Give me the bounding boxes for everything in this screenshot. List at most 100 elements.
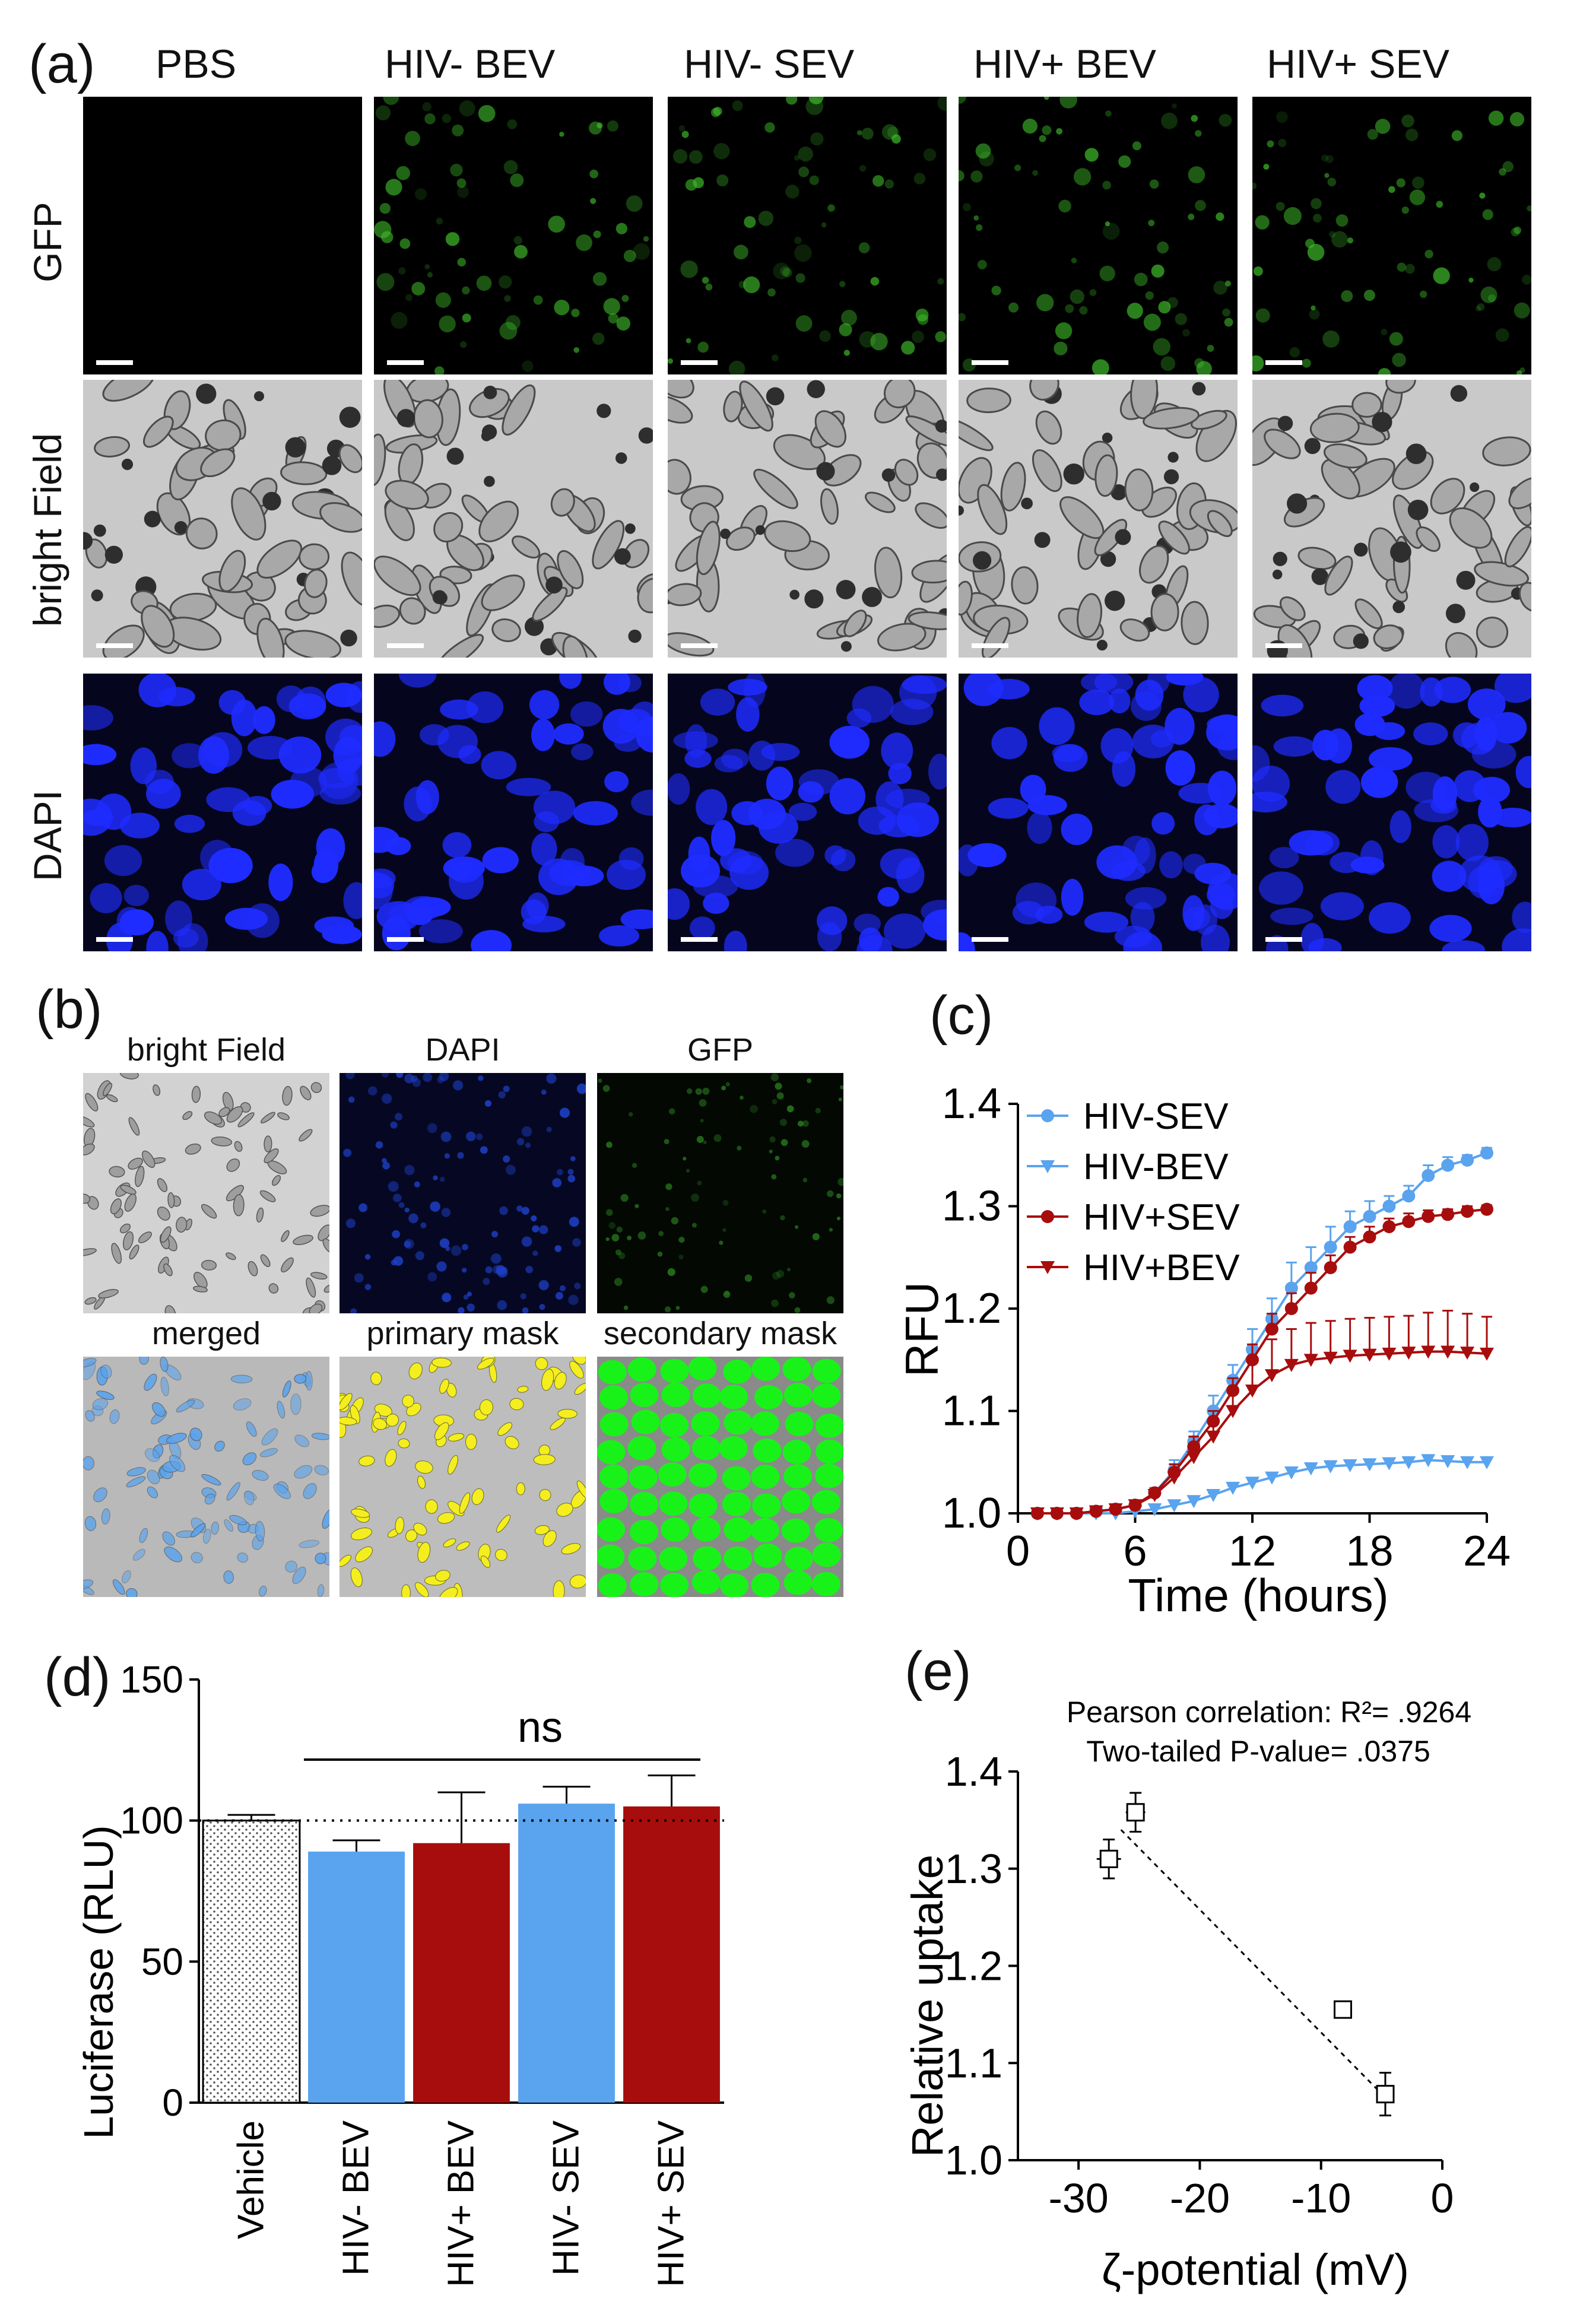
y-tick-label: 1.2 bbox=[945, 1943, 1002, 1989]
micrograph-bright-field-pbs bbox=[83, 380, 362, 658]
data-point bbox=[1147, 1488, 1162, 1502]
legend-item-HIV+SEV: HIV+SEV bbox=[1027, 1197, 1240, 1238]
data-point bbox=[1422, 1209, 1435, 1223]
pvalue-annotation: Two-tailed P-value= .0375 bbox=[1086, 1735, 1430, 1768]
data-point bbox=[1460, 1456, 1475, 1469]
data-point bbox=[1324, 1240, 1337, 1254]
series-line bbox=[1037, 1459, 1487, 1515]
label-gfp: GFP bbox=[687, 1032, 753, 1068]
square-marker bbox=[1126, 1803, 1145, 1822]
data-point bbox=[1461, 1205, 1474, 1218]
y-tick-label: 1.4 bbox=[942, 1080, 1001, 1128]
chart-rfu-time: 1.0 1.1 1.2 1.3 1.4 0 6 12 18 24 HIV-SEV HIV-BEV HI… bbox=[896, 1080, 1511, 1621]
scale-bar bbox=[96, 937, 133, 942]
y-tick-label: 1.1 bbox=[942, 1388, 1001, 1435]
micrograph-gfp-hiv-pos-sev bbox=[1252, 97, 1531, 374]
micrograph-dapi-hiv-neg-sev bbox=[668, 674, 947, 951]
panel-c-label: (c) bbox=[929, 985, 994, 1046]
column-header-pbs: PBS bbox=[156, 42, 237, 87]
data-point bbox=[1284, 1281, 1298, 1295]
data-point bbox=[1333, 2000, 1352, 2019]
bar-HIV- BEV bbox=[308, 1851, 405, 2103]
data-point bbox=[1362, 1458, 1377, 1472]
column-header-hiv-neg-sev: HIV- SEV bbox=[684, 42, 855, 87]
data-point bbox=[1402, 1215, 1416, 1228]
data-point bbox=[1284, 1466, 1299, 1480]
category-label: HIV+ SEV bbox=[651, 2120, 692, 2287]
analysis-image-primary-mask bbox=[340, 1357, 586, 1597]
data-point bbox=[1167, 1499, 1182, 1513]
x-tick-label: 0 bbox=[1006, 1528, 1030, 1575]
micrograph-dapi-hiv-pos-bev bbox=[959, 674, 1238, 951]
legend-marker bbox=[1040, 1160, 1055, 1173]
micrograph-gfp-hiv-neg-bev bbox=[374, 97, 653, 374]
scale-bar bbox=[1265, 643, 1302, 648]
data-point bbox=[1421, 1454, 1436, 1468]
scale-bar bbox=[681, 937, 718, 942]
series-line bbox=[1037, 1350, 1487, 1515]
square-marker bbox=[1099, 1849, 1118, 1868]
data-point bbox=[1480, 1146, 1493, 1160]
scale-bar bbox=[96, 643, 133, 648]
data-point bbox=[1382, 1199, 1396, 1213]
micrograph-dapi-pbs bbox=[83, 674, 362, 951]
square-marker bbox=[1376, 2085, 1395, 2104]
x-tick-label: 12 bbox=[1229, 1528, 1276, 1575]
data-point bbox=[1323, 1460, 1338, 1474]
data-point bbox=[1125, 1792, 1146, 1833]
data-point bbox=[1186, 1451, 1201, 1465]
data-point bbox=[1226, 1481, 1240, 1495]
data-point bbox=[1422, 1169, 1435, 1182]
y-tick-label: 50 bbox=[141, 1940, 183, 1983]
y-tick-label: 1.0 bbox=[945, 2137, 1002, 2183]
scale-bar bbox=[681, 360, 718, 365]
x-tick-label: 24 bbox=[1463, 1528, 1511, 1575]
data-point bbox=[1343, 1240, 1357, 1254]
data-point bbox=[1167, 1471, 1182, 1485]
y-tick-label: 1.3 bbox=[945, 1846, 1002, 1892]
micrograph-bright-field-hiv-pos-sev bbox=[1252, 380, 1531, 658]
data-point bbox=[1128, 1499, 1143, 1513]
square-marker bbox=[1333, 2000, 1352, 2019]
legend-label: HIV-BEV bbox=[1083, 1147, 1229, 1188]
data-point bbox=[1303, 1354, 1318, 1367]
data-point bbox=[1108, 1503, 1123, 1517]
x-axis-label: ζ-potential (mV) bbox=[1102, 2245, 1409, 2294]
y-tick-label: 0 bbox=[162, 2081, 183, 2124]
data-point bbox=[1441, 1345, 1455, 1359]
data-point bbox=[1441, 1455, 1455, 1469]
data-point bbox=[1030, 1507, 1045, 1520]
panel-b-label: (b) bbox=[36, 979, 103, 1040]
data-point bbox=[1265, 1322, 1278, 1336]
panel-e-label: (e) bbox=[905, 1641, 972, 1701]
data-point bbox=[1304, 1281, 1318, 1295]
data-point bbox=[1460, 1347, 1475, 1360]
panel-a-label: (a) bbox=[28, 34, 96, 94]
data-point bbox=[1304, 1261, 1318, 1274]
micrograph-gfp-hiv-neg-sev bbox=[668, 97, 947, 374]
scale-bar bbox=[972, 643, 1008, 648]
data-point bbox=[1362, 1348, 1377, 1362]
scale-bar bbox=[972, 360, 1008, 365]
bar-HIV+ BEV bbox=[413, 1843, 510, 2103]
data-point bbox=[1402, 1189, 1416, 1203]
chart-luciferase: 0 50 100 150 Vehicle HIV- BEV HIV+ BEV HIV- SE… bbox=[75, 1658, 724, 2287]
micrograph-gfp-pbs bbox=[83, 97, 362, 374]
data-point bbox=[1096, 1839, 1121, 1879]
analysis-image-secondary-mask bbox=[597, 1357, 843, 1597]
data-point bbox=[1284, 1302, 1298, 1315]
data-point bbox=[1324, 1261, 1337, 1274]
x-axis-label: Time (hours) bbox=[1128, 1569, 1388, 1621]
scale-bar bbox=[387, 360, 424, 365]
y-tick-label: 1.4 bbox=[945, 1748, 1002, 1795]
scale-bar bbox=[96, 360, 133, 365]
column-header-hiv-neg-bev: HIV- BEV bbox=[385, 42, 556, 87]
y-axis-label: RFU bbox=[896, 1282, 948, 1377]
scale-bar bbox=[387, 643, 424, 648]
data-point bbox=[1226, 1405, 1240, 1418]
data-point bbox=[1147, 1503, 1162, 1517]
column-header-hiv-pos-sev: HIV+ SEV bbox=[1267, 42, 1450, 87]
legend-item-HIV-BEV: HIV-BEV bbox=[1027, 1147, 1229, 1188]
bar-HIV+ SEV bbox=[623, 1806, 720, 2103]
data-point bbox=[1264, 1369, 1279, 1383]
